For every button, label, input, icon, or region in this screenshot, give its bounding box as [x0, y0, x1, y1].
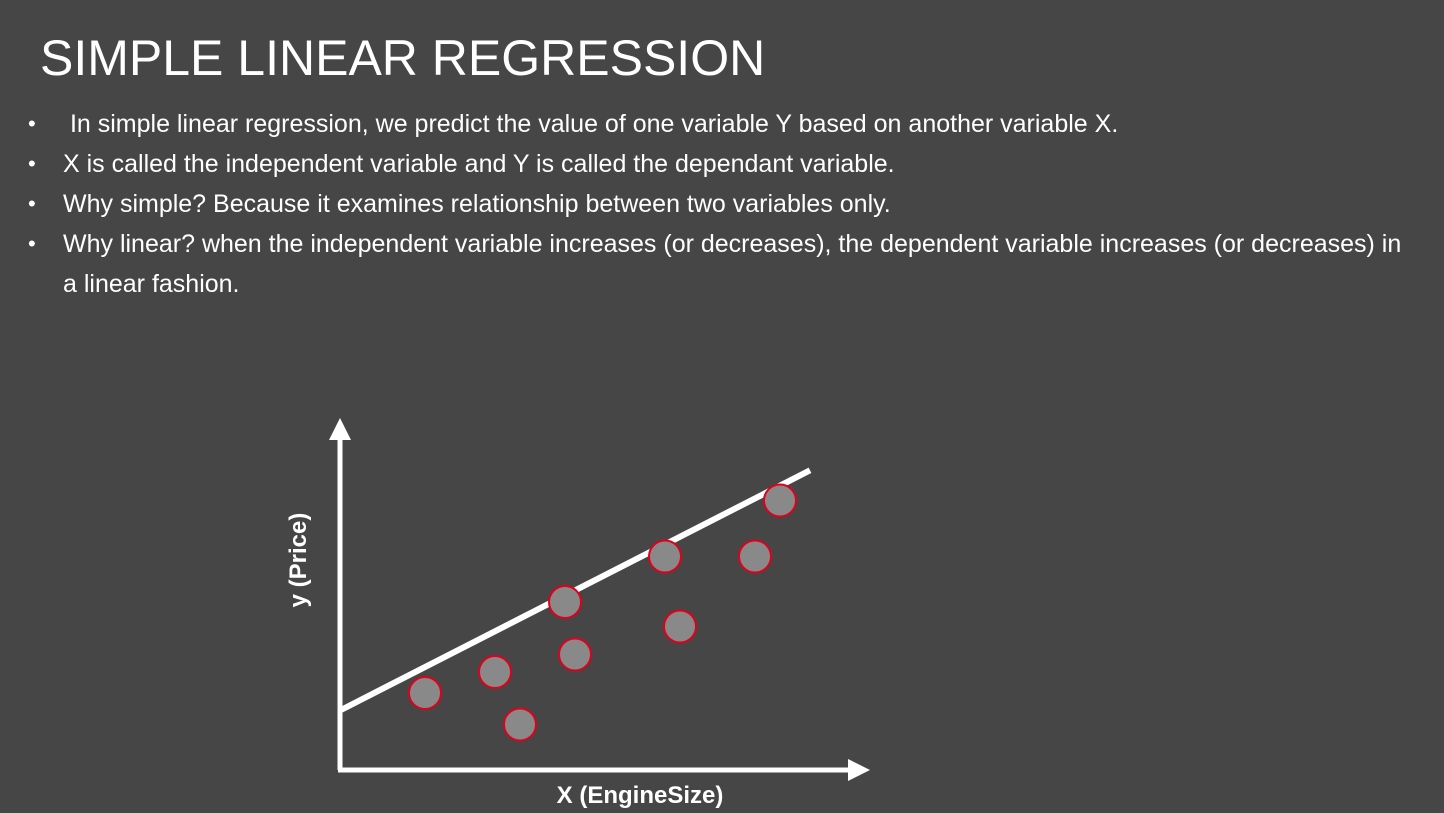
slide-title: SIMPLE LINEAR REGRESSION [40, 30, 766, 86]
data-point [503, 707, 537, 742]
bullet-item: • X is called the independent variable a… [28, 144, 1418, 184]
data-point [663, 609, 697, 644]
y-axis-arrow [329, 418, 351, 440]
bullet-item: • In simple linear regression, we predic… [28, 104, 1418, 144]
bullet-marker: • [28, 111, 36, 136]
data-point [558, 637, 592, 672]
bullet-item: • Why simple? Because it examines relati… [28, 184, 1418, 224]
data-point [478, 655, 512, 689]
bullet-list: • In simple linear regression, we predic… [28, 104, 1418, 304]
bullet-item: • Why linear? when the independent varia… [28, 224, 1418, 304]
data-point [648, 539, 682, 574]
bullet-text: Why simple? Because it examines relation… [63, 190, 891, 218]
bullet-marker: • [28, 151, 36, 176]
data-point [738, 539, 772, 574]
bullet-marker: • [28, 231, 36, 256]
data-point [763, 483, 797, 518]
bullet-text: X is called the independent variable and… [63, 150, 895, 178]
bullet-text: Why linear? when the independent variabl… [63, 230, 1402, 298]
data-point [408, 676, 442, 710]
regression-diagram: X (EngineSize) y (Price) [285, 418, 870, 809]
bullet-text: In simple linear regression, we predict … [63, 110, 1119, 138]
bullet-marker: • [28, 191, 36, 216]
x-axis-arrow [848, 759, 870, 781]
data-points [408, 483, 797, 742]
y-axis-label: y (Price) [285, 513, 312, 608]
axes [329, 418, 870, 781]
data-point [548, 585, 582, 619]
x-axis-label: X (EngineSize) [557, 782, 724, 809]
